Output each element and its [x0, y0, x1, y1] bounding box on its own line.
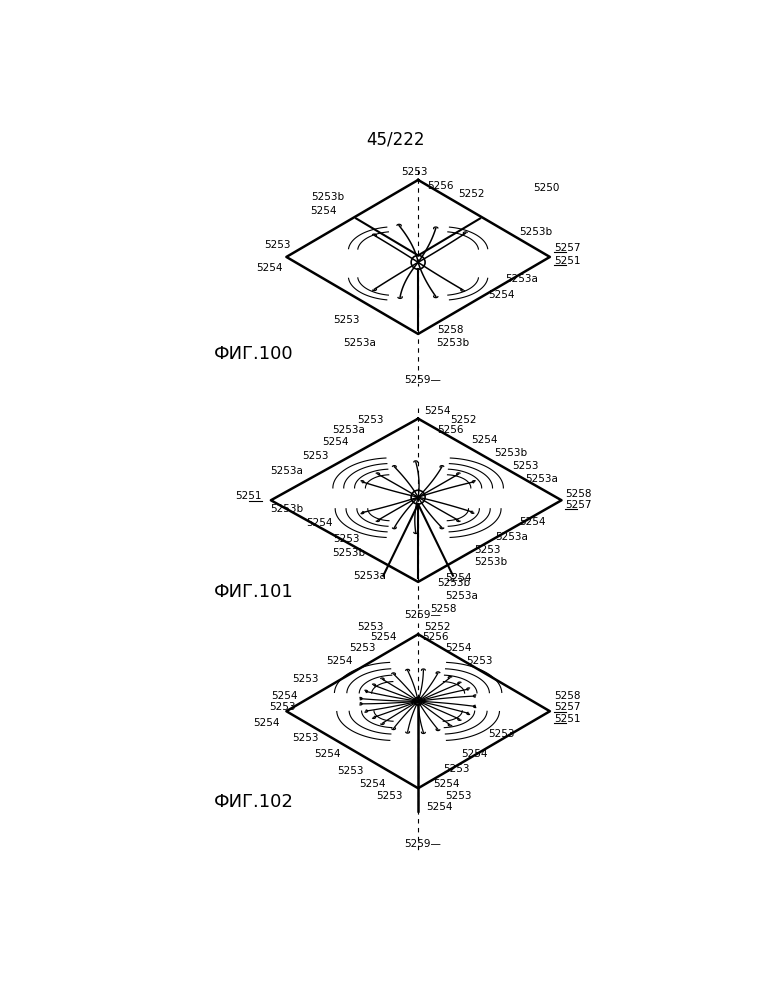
Text: 5254: 5254: [326, 656, 352, 666]
Text: 5254: 5254: [370, 631, 397, 641]
Text: 5253a: 5253a: [353, 570, 385, 580]
Text: 5253b: 5253b: [474, 556, 507, 566]
Text: 5253: 5253: [357, 621, 383, 631]
Text: 5253a: 5253a: [333, 426, 365, 436]
Text: 5253a: 5253a: [270, 466, 303, 476]
Text: 5253: 5253: [445, 791, 472, 801]
Text: ФИГ.101: ФИГ.101: [215, 583, 294, 601]
Text: 5254: 5254: [254, 718, 280, 728]
Text: 5251: 5251: [554, 714, 581, 724]
Text: 5257: 5257: [565, 500, 592, 509]
Text: 5254: 5254: [310, 206, 337, 216]
Text: 5253b: 5253b: [494, 449, 527, 459]
Text: 5254: 5254: [519, 516, 545, 526]
Text: 5253b: 5253b: [519, 228, 552, 238]
Text: ФИГ.102: ФИГ.102: [215, 793, 294, 811]
Text: 5252: 5252: [451, 416, 477, 426]
Text: 5256: 5256: [438, 426, 464, 436]
Text: 5254: 5254: [359, 779, 385, 789]
Text: 5253: 5253: [264, 241, 290, 251]
Text: 45/222: 45/222: [367, 131, 425, 149]
Text: 5254: 5254: [256, 264, 283, 274]
Text: 5257: 5257: [554, 702, 581, 712]
Text: 5254: 5254: [445, 643, 472, 653]
Text: 5253a: 5253a: [445, 590, 478, 600]
Text: 5250: 5250: [533, 183, 559, 193]
Text: 5253a: 5253a: [496, 532, 529, 542]
Text: 5253: 5253: [513, 462, 539, 472]
Text: 5258: 5258: [565, 490, 592, 500]
Text: 5253a: 5253a: [344, 339, 377, 349]
Text: ФИГ.100: ФИГ.100: [215, 345, 294, 363]
Text: 5254: 5254: [488, 291, 514, 301]
Text: 5253a: 5253a: [505, 274, 538, 284]
Text: 5253b: 5253b: [270, 504, 303, 514]
Text: 5253b: 5253b: [311, 192, 344, 202]
Text: 5254: 5254: [434, 779, 460, 789]
Text: 5253: 5253: [334, 533, 360, 543]
Text: 5253: 5253: [376, 791, 403, 801]
Text: 5254: 5254: [445, 573, 472, 583]
Text: 5254: 5254: [314, 748, 340, 758]
Text: 5254: 5254: [461, 748, 487, 758]
Text: 5258: 5258: [554, 691, 581, 701]
Text: 5253a: 5253a: [525, 474, 558, 484]
Text: 5254: 5254: [306, 518, 333, 528]
Text: 5253: 5253: [303, 451, 329, 461]
Text: 5254: 5254: [425, 406, 451, 416]
Text: 5253: 5253: [293, 733, 319, 743]
Text: 5251: 5251: [554, 256, 581, 266]
Text: 5253b: 5253b: [438, 578, 471, 588]
Text: 5259—: 5259—: [405, 610, 441, 620]
Text: 5258: 5258: [430, 603, 456, 613]
Text: 5254: 5254: [471, 436, 497, 446]
Text: 5253: 5253: [466, 656, 493, 666]
Text: 5253: 5253: [474, 545, 500, 555]
Text: 5257: 5257: [554, 243, 581, 253]
Text: 5252: 5252: [459, 189, 485, 199]
Text: 5253: 5253: [334, 315, 360, 325]
Text: 5259—: 5259—: [405, 839, 441, 849]
Text: 5258: 5258: [438, 325, 464, 335]
Text: 5256: 5256: [422, 631, 449, 641]
Text: 5251: 5251: [235, 492, 262, 501]
Text: 5253b: 5253b: [436, 339, 469, 349]
Text: 5253: 5253: [443, 764, 469, 774]
Text: 5254: 5254: [426, 802, 452, 812]
Text: 5253: 5253: [401, 167, 428, 177]
Text: 5253: 5253: [337, 766, 364, 776]
Text: 5253: 5253: [488, 729, 514, 739]
Text: 5254: 5254: [272, 691, 298, 701]
Text: 5253: 5253: [269, 702, 296, 712]
Text: 5256: 5256: [428, 181, 454, 191]
Text: 5253: 5253: [349, 643, 375, 653]
Text: 5253: 5253: [293, 674, 319, 684]
Text: 5252: 5252: [425, 621, 451, 631]
Text: 5253: 5253: [357, 416, 383, 426]
Text: 5253b: 5253b: [332, 547, 365, 557]
Text: 5254: 5254: [322, 437, 348, 447]
Text: 5259—: 5259—: [405, 376, 441, 386]
